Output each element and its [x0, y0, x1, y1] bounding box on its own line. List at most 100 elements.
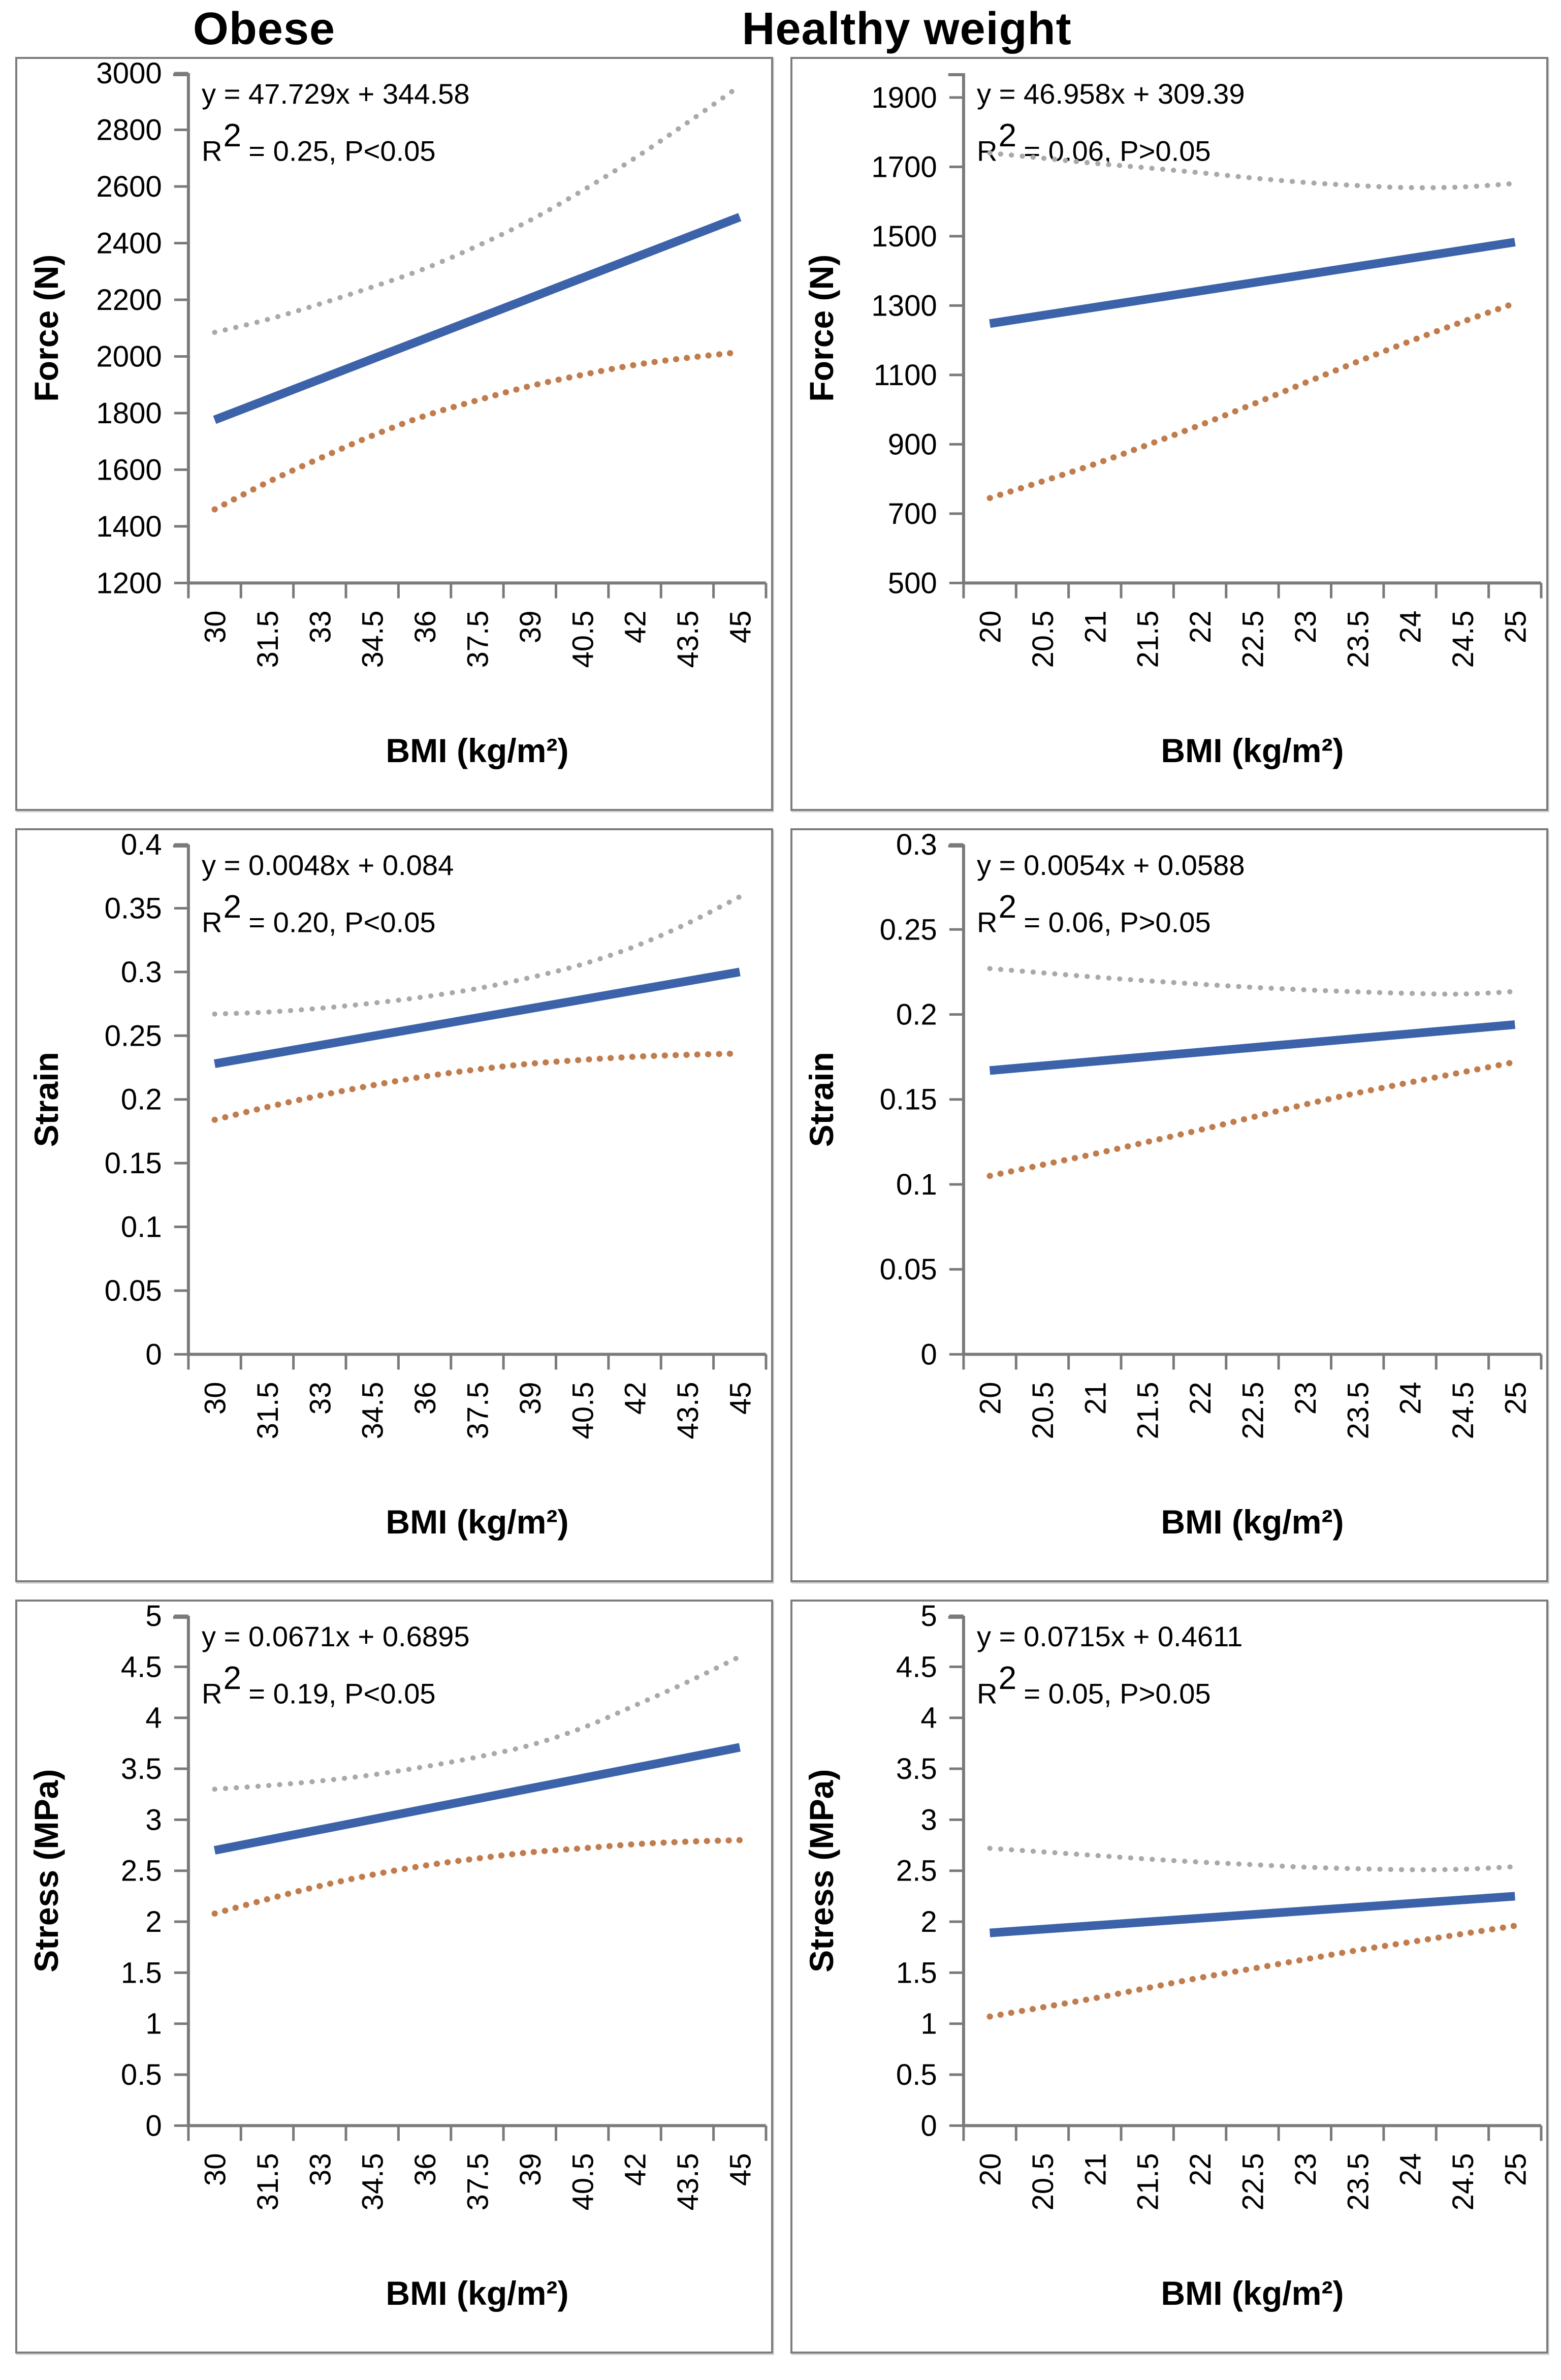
- x-tick-label: 33: [304, 610, 337, 643]
- chart-panel-obese-force: 3000 2800 2600 2400 2200 2000 1800 1600 1400 1200…: [15, 57, 773, 811]
- y-tick-label: 0.3: [121, 956, 162, 989]
- chart-panel-healthy-stress: 5 4.5 4 3.5 3 2.5 2 1.5 1 0.5 0 20 20.5 21 21.5 22 22.5 2…: [790, 1600, 1548, 2354]
- y-tick-label: 2.5: [896, 1855, 937, 1888]
- y-tick-label: 1: [145, 2008, 162, 2041]
- equation-line: y = 0.0048x + 0.084: [202, 849, 454, 881]
- r-squared-line: R2 = 0.06, P>0.05: [977, 888, 1211, 938]
- x-tick-label: 33: [304, 2153, 337, 2186]
- chart-healthy-strain: 0.3 0.25 0.2 0.15 0.1 0.05 0 20 20.5 21 21.5 22 22.5…: [803, 830, 1543, 1541]
- orange-dotted-lower-line: [986, 1059, 1518, 1179]
- gray-dotted-upper-line: [212, 894, 743, 1017]
- x-tick-label: 42: [619, 2153, 652, 2186]
- y-tick-label: 1100: [874, 359, 937, 392]
- y-tick-label: 3.5: [121, 1752, 162, 1786]
- gray-dotted-upper-line: [212, 1654, 743, 1792]
- orange-dotted-lower-line: [986, 300, 1518, 502]
- x-tick-label: 21.5: [1132, 610, 1165, 668]
- chart-panel-obese-stress: 5 4.5 4 3.5 3 2.5 2 1.5 1 0.5 0 30 31.5 33 34.5 36 37.5 3…: [15, 1600, 773, 2354]
- x-tick-label: 42: [619, 1382, 652, 1415]
- x-tick-label: 21: [1079, 2153, 1112, 2186]
- x-tick-label: 30: [199, 610, 232, 643]
- equation-line: y = 46.958x + 309.39: [977, 78, 1245, 110]
- x-tick-label: 21.5: [1132, 1382, 1165, 1439]
- chart-obese-force: 3000 2800 2600 2400 2200 2000 1800 1600 1400 1200…: [28, 59, 768, 770]
- blue-solid-regression-line: [214, 967, 741, 1068]
- r-squared-line: R2 = 0.06, P>0.05: [977, 117, 1211, 167]
- y-tick-label: 0.25: [105, 1019, 162, 1052]
- x-tick-label: 34.5: [357, 1382, 390, 1439]
- x-tick-label: 40.5: [566, 610, 599, 668]
- y-tick-label: 0.3: [896, 830, 937, 861]
- y-tick-label: 5: [920, 1602, 937, 1633]
- x-tick-label: 20.5: [1027, 1382, 1060, 1439]
- chart-panel-obese-strain: 0.4 0.35 0.3 0.25 0.2 0.15 0.1 0.05 0 30 31.5 33 34.…: [15, 828, 773, 1582]
- chart-panel-healthy-force: 1900 1700 1500 1300 1100 900 700 500 20 20.5 21 21.…: [790, 57, 1548, 811]
- y-tick-label: 2: [920, 1905, 937, 1938]
- x-tick-label: 20: [974, 610, 1007, 643]
- y-tick-label: 2800: [96, 114, 162, 147]
- x-tick-label: 25: [1499, 610, 1532, 643]
- y-tick-label: 1200: [96, 567, 162, 600]
- y-axis-title: Force (N): [803, 255, 841, 402]
- x-tick-label: 21: [1079, 610, 1112, 643]
- blue-solid-regression-line: [989, 238, 1516, 328]
- x-tick-label: 20.5: [1027, 2153, 1060, 2210]
- r-squared-line: R2 = 0.25, P<0.05: [202, 117, 436, 167]
- x-tick-label: 22.5: [1236, 2153, 1269, 2210]
- y-tick-label: 0.15: [105, 1147, 162, 1180]
- x-tick-label: 25: [1499, 1382, 1532, 1415]
- y-tick-label: 4.5: [896, 1650, 937, 1683]
- x-axis-title: BMI (kg/m²): [386, 2275, 568, 2312]
- x-axis-title: BMI (kg/m²): [386, 1504, 568, 1541]
- gray-dotted-upper-line: [212, 83, 743, 335]
- x-tick-label: 40.5: [566, 1382, 599, 1439]
- orange-dotted-lower-line: [211, 349, 743, 513]
- x-tick-label: 23: [1289, 610, 1322, 643]
- x-tick-label: 45: [724, 2153, 757, 2186]
- x-tick-label: 43.5: [672, 2153, 705, 2210]
- x-tick-label: 23.5: [1342, 1382, 1375, 1439]
- y-tick-label: 1400: [96, 510, 162, 543]
- x-tick-label: 24.5: [1447, 1382, 1480, 1439]
- y-tick-label: 1: [920, 2008, 937, 2041]
- x-tick-label: 24: [1394, 1382, 1427, 1415]
- x-tick-label: 31.5: [251, 610, 284, 668]
- x-tick-label: 20: [974, 1382, 1007, 1415]
- x-axis-title: BMI (kg/m²): [1161, 1504, 1344, 1541]
- y-axis-title: Force (N): [28, 255, 66, 402]
- y-tick-label: 0.05: [105, 1274, 162, 1307]
- y-tick-label: 4: [920, 1702, 937, 1735]
- blue-solid-regression-line: [213, 1743, 741, 1855]
- x-tick-label: 20: [974, 2153, 1007, 2186]
- y-tick-label: 0.2: [896, 998, 937, 1031]
- y-tick-label: 0: [145, 1338, 162, 1371]
- y-axis-title: Strain: [28, 1052, 66, 1147]
- x-tick-label: 21.5: [1132, 2153, 1165, 2210]
- y-tick-label: 1500: [871, 220, 937, 253]
- y-tick-label: 500: [888, 567, 937, 600]
- x-tick-label: 23: [1289, 2153, 1322, 2186]
- gray-dotted-upper-line: [987, 1845, 1518, 1872]
- r-squared-line: R2 = 0.19, P<0.05: [202, 1659, 436, 1709]
- y-tick-label: 0.15: [880, 1083, 937, 1116]
- y-tick-label: 700: [888, 497, 937, 530]
- x-tick-label: 43.5: [672, 1382, 705, 1439]
- x-tick-label: 24: [1394, 610, 1427, 643]
- x-tick-label: 36: [409, 2153, 442, 2186]
- chart-obese-strain: 0.4 0.35 0.3 0.25 0.2 0.15 0.1 0.05 0 30 31.5 33 34.…: [28, 830, 768, 1541]
- x-tick-label: 30: [199, 2153, 232, 2186]
- equation-line: y = 0.0054x + 0.0588: [977, 849, 1245, 881]
- x-tick-label: 30: [199, 1382, 232, 1415]
- y-tick-label: 900: [888, 428, 937, 461]
- x-tick-label: 24: [1394, 2153, 1427, 2186]
- x-axis-title: BMI (kg/m²): [386, 732, 568, 770]
- x-tick-label: 34.5: [357, 610, 390, 668]
- x-tick-label: 22.5: [1236, 1382, 1269, 1439]
- y-tick-label: 1600: [96, 453, 162, 486]
- x-tick-label: 36: [409, 1382, 442, 1415]
- x-tick-label: 25: [1499, 2153, 1532, 2186]
- column-title-obese: Obese: [193, 4, 336, 54]
- y-axis-title: Stress (MPa): [803, 1769, 841, 1972]
